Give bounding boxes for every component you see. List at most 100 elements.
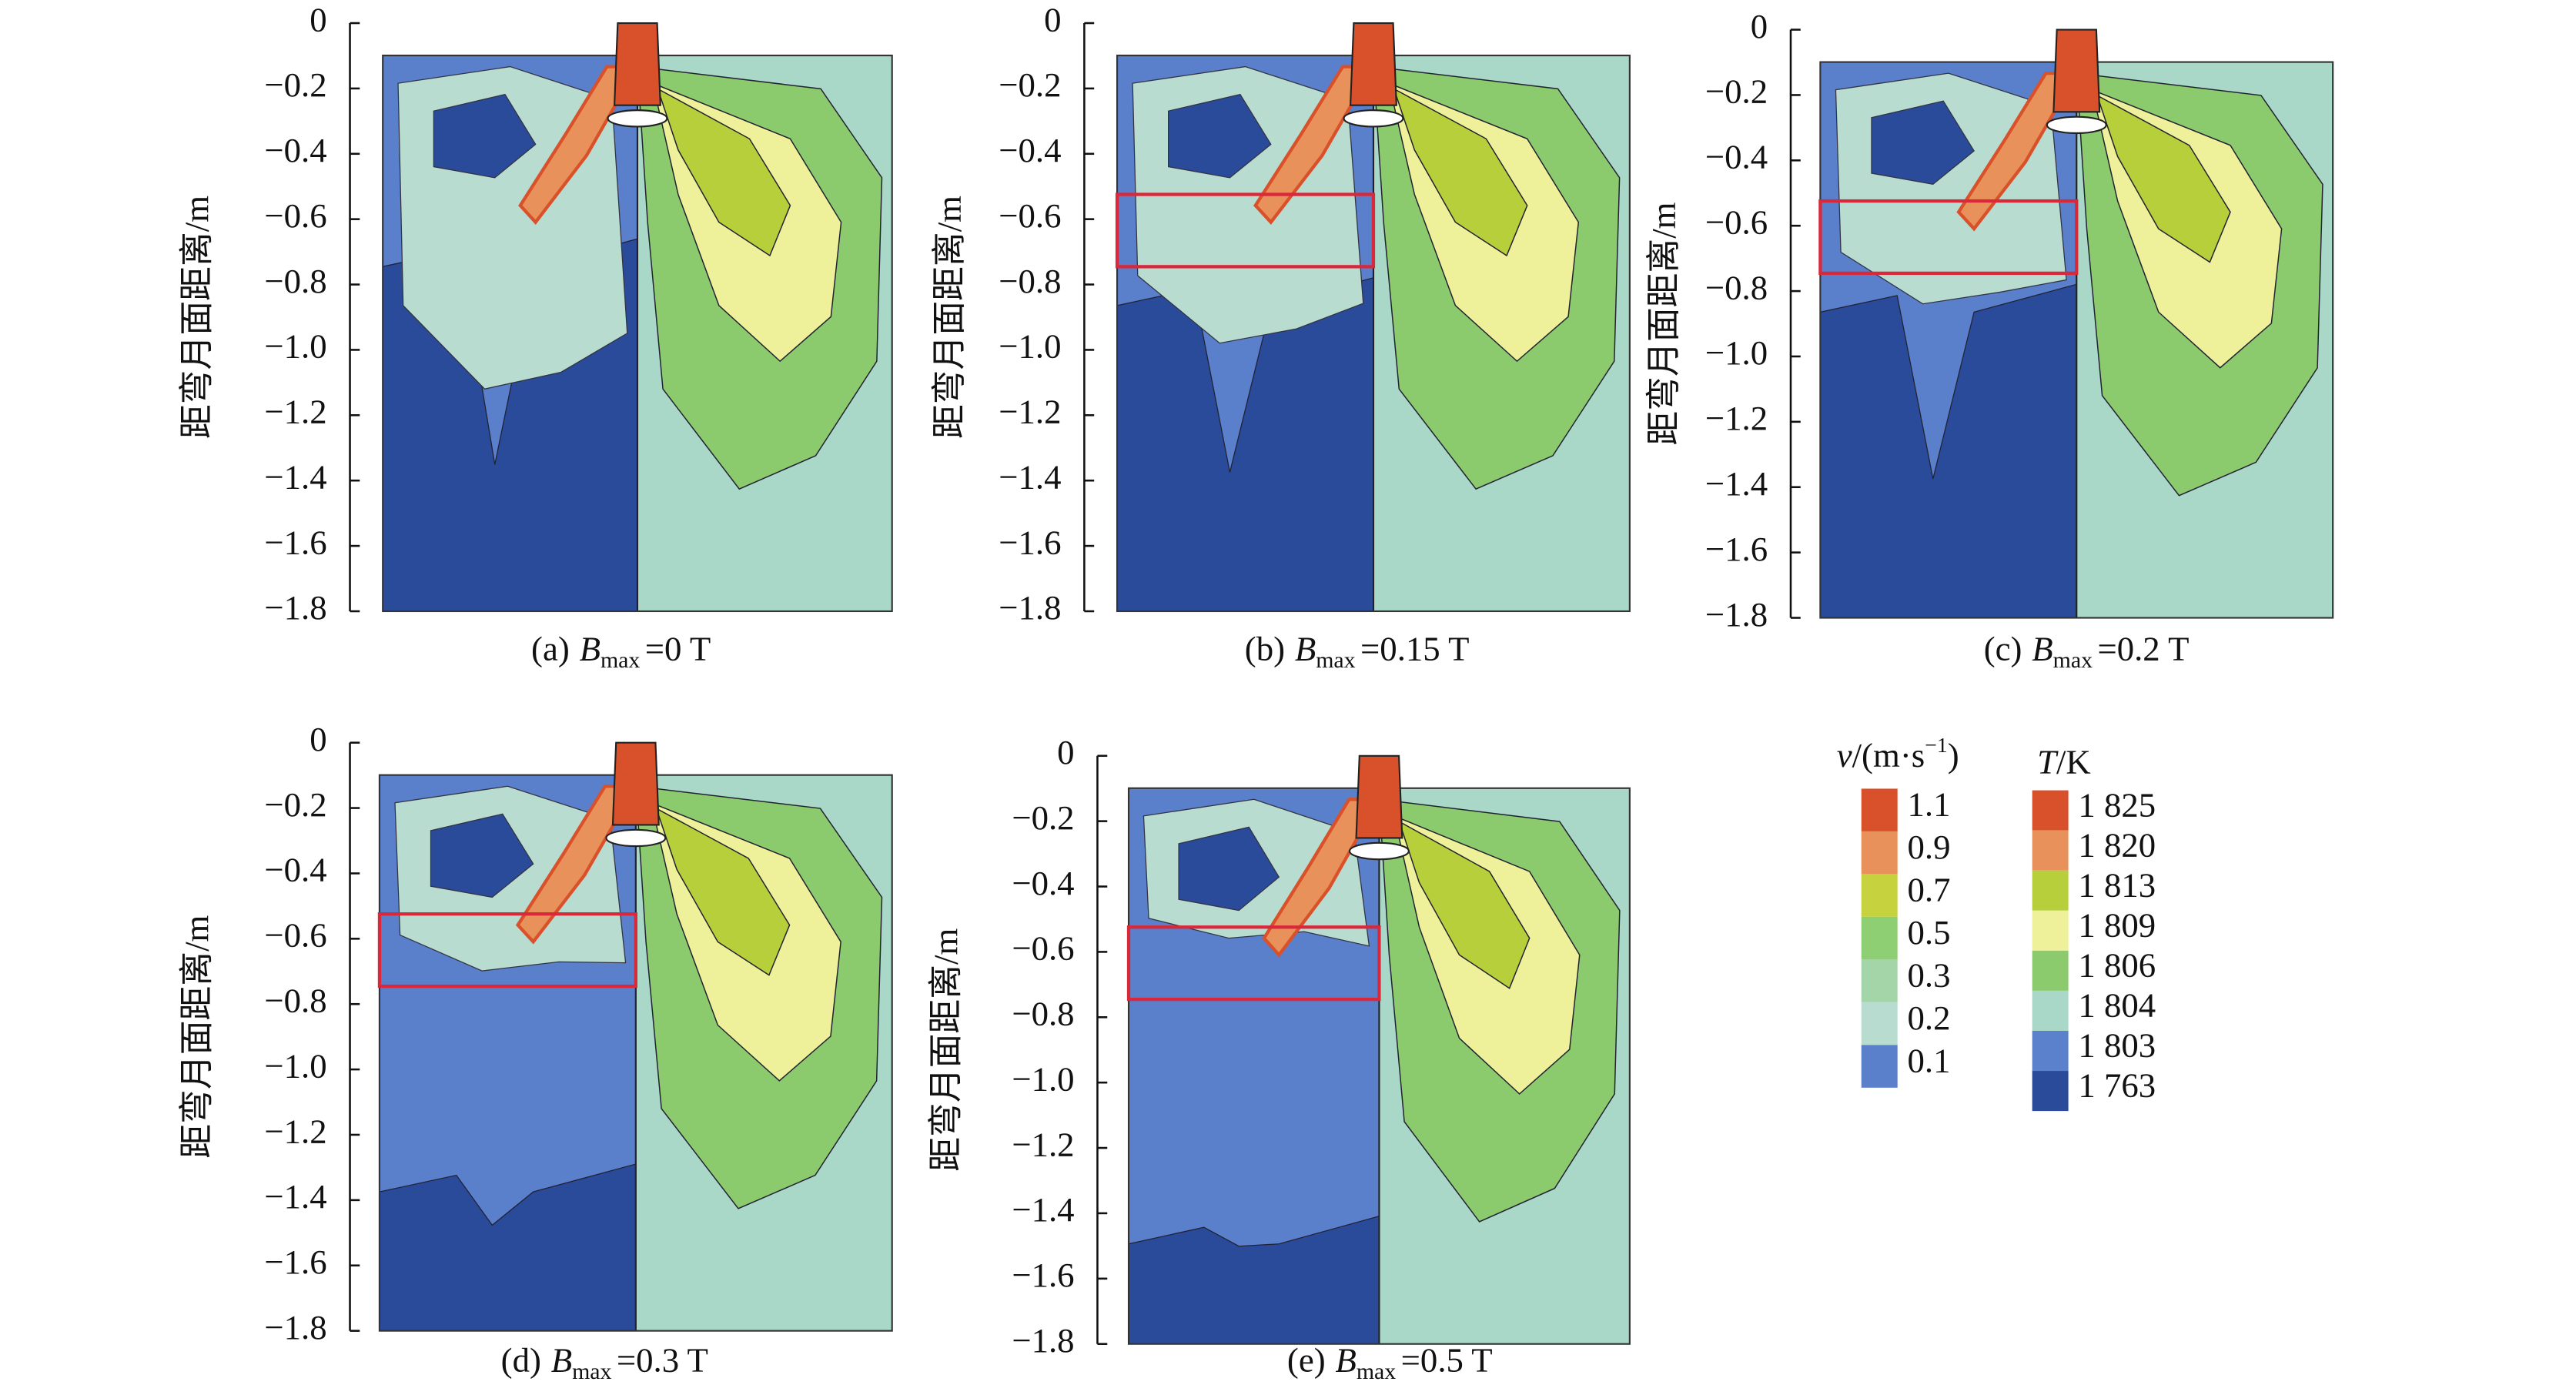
contour-plot [1818,28,2334,619]
y-tick-label: −1.8 [264,1308,326,1346]
y-tick-label: −1.2 [999,393,1061,431]
y-tick-label: −0.8 [264,981,326,1019]
legend-unit: /K [2056,743,2091,781]
y-axis-label: 距弯月面距离/m [178,915,216,1158]
legend-label: 0.5 [1907,913,1950,952]
y-tick-label: −1.4 [1012,1190,1074,1229]
legend-label: 1 813 [2078,865,2156,904]
legend-label: 1 763 [2078,1066,2156,1105]
nozzle [1349,22,1397,106]
y-axis-label: 距弯月面距离/m [1644,202,1683,445]
legend-label: 1 806 [2078,946,2156,985]
y-tick-label: −0.4 [264,851,326,889]
legend-label: 0.9 [1907,828,1950,866]
y-tick-label: −0.8 [264,262,326,300]
y-tick-label: −0.2 [1012,798,1074,837]
y-tick-label: −1.6 [264,1243,326,1281]
caption-value: =0.2 T [2097,630,2189,668]
y-tick-label: −1.0 [1705,333,1768,372]
y-axis-label: 距弯月面距离/m [927,928,965,1172]
y-tick-label: −1.6 [1705,530,1768,568]
y-tick-label: −1.0 [1012,1059,1074,1098]
y-tick-label: −1.2 [264,1112,326,1150]
highlight-box [377,912,637,989]
y-tick-label: −0.4 [999,131,1061,169]
y-tick-label: −0.8 [1012,995,1074,1033]
nozzle [611,741,660,826]
y-tick-label: −1.4 [264,1177,326,1216]
legend-swatch [2032,950,2069,991]
caption-value: =0.3 T [617,1341,708,1380]
velocity-zone [1871,100,1975,186]
y-tick-label: −1.6 [264,523,326,561]
legend-power: −1 [1925,734,1948,758]
legend-label: 1 809 [2078,905,2156,944]
caption-symbol: B [2032,630,2052,668]
legend-label: 1 820 [2078,825,2156,864]
contour-plot [1115,22,1631,613]
nozzle-port [1348,841,1410,861]
contour-plot [1126,754,1631,1345]
legend-label: 1 803 [2078,1026,2156,1065]
y-tick-label: −1.6 [1012,1256,1074,1294]
caption: (b) Bmax =0.15 T [1245,630,1470,673]
legend-swatch [1861,788,1898,831]
caption-value: =0 T [645,630,711,668]
y-tick-label: −0.2 [264,785,326,824]
legend-swatch [2032,870,2069,911]
temperature-zone [655,807,791,976]
y-tick-label: −0.4 [1012,864,1074,902]
legend-swatch [2032,830,2069,871]
velocity-zone [1178,826,1280,912]
caption-subscript: max [601,647,640,673]
caption: (c) Bmax =0.2 T [1984,630,2190,673]
nozzle-port [605,828,667,848]
velocity-zone [433,93,537,179]
nozzle-port [2046,115,2107,135]
caption-subscript: max [572,1359,611,1384]
caption-symbol: B [1295,630,1316,668]
y-tick-label: −0.6 [1012,929,1074,968]
legend-swatch [1861,831,1898,875]
caption-symbol: B [1335,1341,1356,1380]
y-tick-label: −0.6 [264,196,326,235]
y-tick-label: −0.2 [1705,72,1768,111]
y-tick-label: −1.6 [999,523,1061,561]
legend-label: 1.1 [1907,785,1950,824]
y-tick-label: −1.8 [1012,1321,1074,1360]
legend-symbol: T [2037,743,2059,781]
legend-title: T/K [2037,743,2091,781]
legend-swatch [2032,1030,2069,1072]
y-tick-label: −0.6 [999,196,1061,235]
y-tick-label: −0.6 [264,916,326,955]
legend-swatch [1861,916,1898,960]
caption: (d) Bmax =0.3 T [501,1341,708,1384]
legend-label: 0.7 [1907,871,1950,909]
legend-close: ) [1948,736,1959,774]
y-tick-label: −1.4 [1705,464,1768,503]
legend-label: 1 804 [2078,986,2156,1025]
caption-subscript: max [1316,647,1355,673]
temperature-zone [2096,94,2231,263]
y-tick-label: −1.0 [999,327,1061,366]
y-tick-label: −1.2 [1705,399,1768,437]
nozzle-port [1343,109,1404,128]
velocity-zone [430,813,534,898]
highlight-box [1126,925,1381,1002]
caption-prefix: (b) [1245,630,1285,668]
caption-value: =0.5 T [1401,1341,1493,1380]
y-tick-label: −0.2 [999,65,1061,104]
legend-swatch [1861,874,1898,917]
caption-prefix: (a) [531,630,570,668]
highlight-box [1818,199,2079,276]
y-tick-label: 0 [1044,0,1061,38]
legend-label: 1 825 [2078,785,2156,824]
caption: (e) Bmax =0.5 T [1287,1341,1493,1384]
y-tick-label: −0.8 [999,262,1061,300]
y-axis-label: 距弯月面距离/m [178,196,216,439]
temperature-zone [1398,820,1531,989]
y-tick-label: 0 [1057,733,1074,771]
contour-plot [377,741,893,1332]
caption-value: =0.15 T [1360,630,1469,668]
caption-prefix: (d) [501,1341,541,1380]
